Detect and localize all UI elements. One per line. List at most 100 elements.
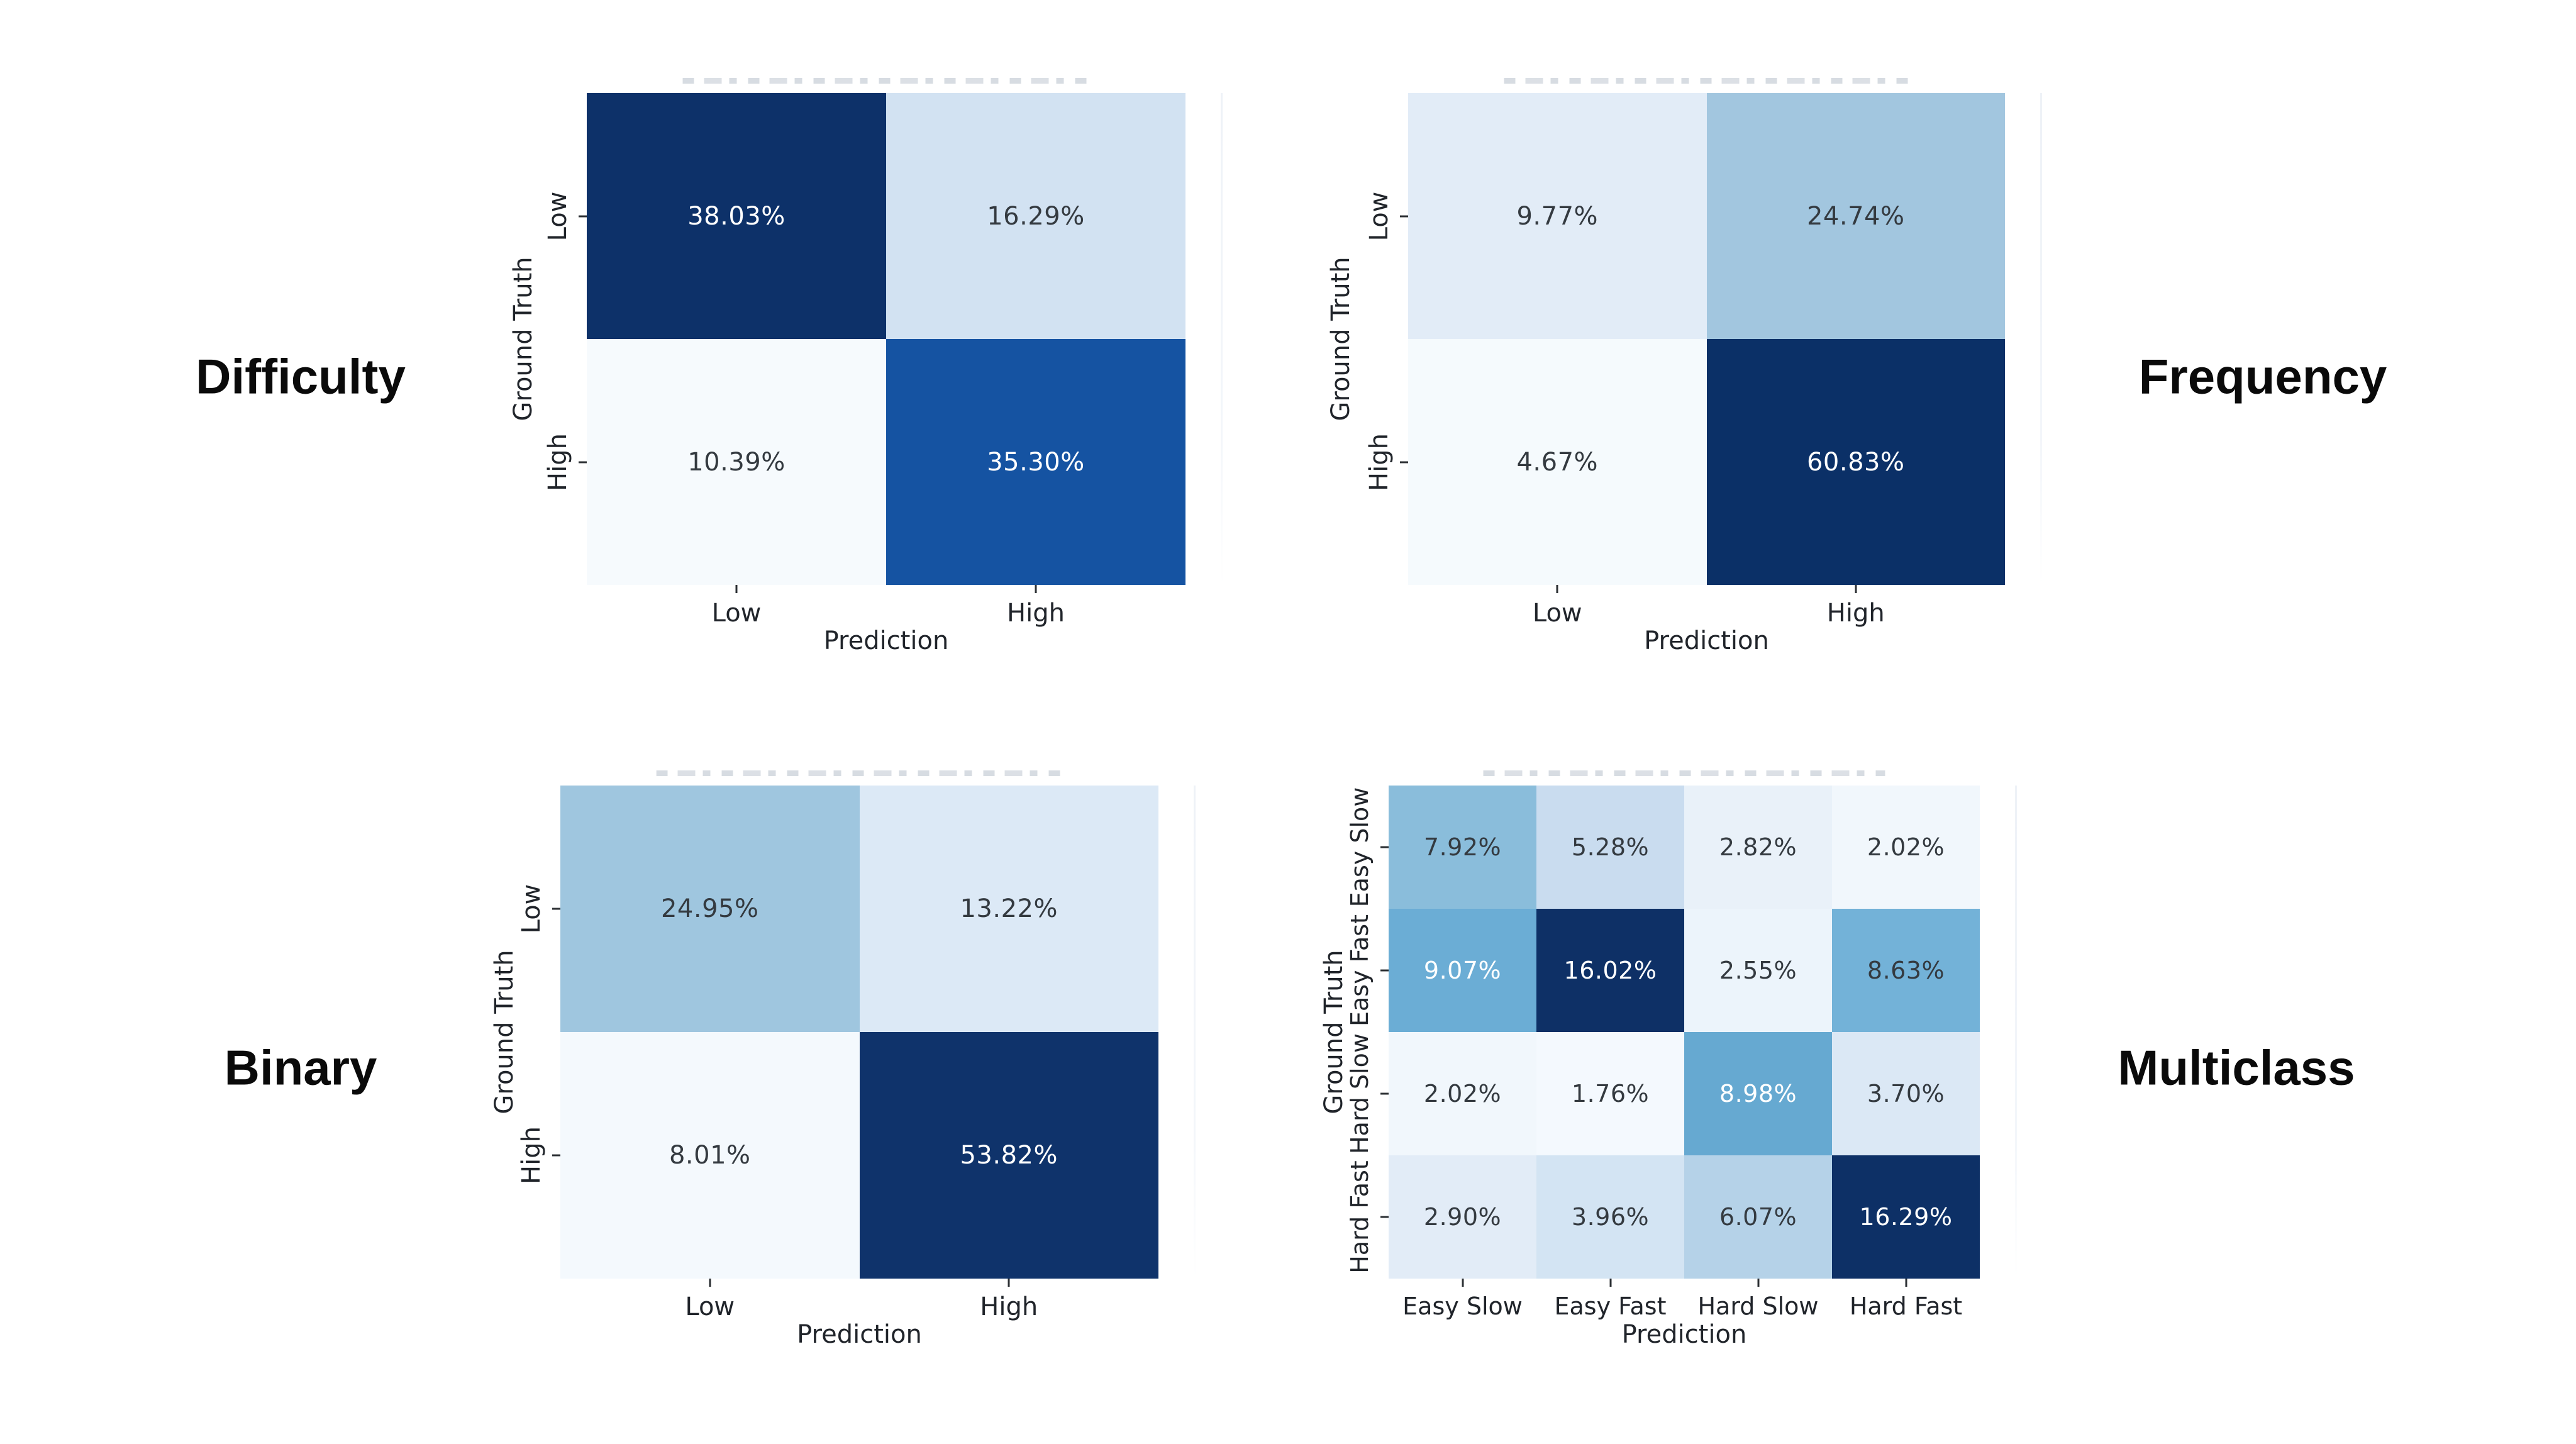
cell-multiclass-r3c0: 2.90% bbox=[1389, 1155, 1536, 1279]
cell-multiclass-r2c1: 1.76% bbox=[1536, 1032, 1684, 1155]
cell-difficulty-r1c1: 35.30% bbox=[886, 339, 1185, 585]
y-axis-label: Ground Truth bbox=[1326, 257, 1355, 421]
y-tick-label: High bbox=[1365, 433, 1394, 491]
cell-multiclass-r0c1: 5.28% bbox=[1536, 786, 1684, 909]
cell-multiclass-r2c0: 2.02% bbox=[1389, 1032, 1536, 1155]
cell-multiclass-r0c3: 2.02% bbox=[1832, 786, 1980, 909]
cell-binary-r0c0: 24.95% bbox=[560, 786, 860, 1032]
x-tick-labels: Low High bbox=[587, 585, 1185, 641]
cell-multiclass-r1c1: 16.02% bbox=[1536, 909, 1684, 1032]
y-tick-label: Hard Slow bbox=[1346, 1033, 1374, 1155]
x-tick-label: Low bbox=[711, 599, 762, 628]
y-tick-mark bbox=[1380, 969, 1389, 972]
x-tick-label: Hard Slow bbox=[1697, 1292, 1819, 1320]
y-tick-label: Hard Fast bbox=[1346, 1160, 1374, 1274]
x-tick-mark bbox=[1008, 1279, 1010, 1287]
y-tick-mark bbox=[1400, 215, 1408, 217]
panel-label-binary: Binary bbox=[224, 1040, 377, 1096]
x-axis-label: Prediction bbox=[823, 626, 949, 655]
panel-edge-line bbox=[2040, 93, 2042, 585]
x-tick-mark bbox=[735, 585, 738, 593]
cell-frequency-r0c0: 9.77% bbox=[1408, 93, 1707, 339]
y-tick-label: Easy Slow bbox=[1346, 787, 1374, 908]
x-tick-labels: Low High bbox=[560, 1279, 1158, 1335]
y-tick-mark bbox=[1380, 1216, 1389, 1218]
x-tick-mark bbox=[1556, 585, 1558, 593]
confusion-matrix-difficulty: 38.03% 16.29% 10.39% 35.30% bbox=[587, 93, 1185, 585]
panel-edge-line bbox=[1194, 786, 1196, 1279]
x-tick-label: Easy Fast bbox=[1554, 1292, 1667, 1320]
x-tick-mark bbox=[1855, 585, 1857, 593]
panel-label-difficulty: Difficulty bbox=[196, 348, 406, 404]
x-tick-label: High bbox=[1007, 599, 1065, 628]
y-tick-mark bbox=[552, 908, 560, 910]
x-tick-mark bbox=[1905, 1279, 1907, 1287]
confusion-matrix-multiclass: 7.92% 5.28% 2.82% 2.02% 9.07% 16.02% 2.55% 8.63… bbox=[1389, 786, 1980, 1279]
x-tick-label: High bbox=[980, 1292, 1038, 1321]
cell-binary-r0c1: 13.22% bbox=[859, 786, 1158, 1032]
cell-binary-r1c1: 53.82% bbox=[859, 1032, 1158, 1279]
panel-frequency: 9.77% 24.74% 4.67% 60.83% Ground Truth Pred… bbox=[1326, 78, 2042, 655]
clipped-title-fragments bbox=[656, 770, 1063, 776]
cell-multiclass-r3c2: 6.07% bbox=[1684, 1155, 1832, 1279]
x-axis-label: Prediction bbox=[797, 1320, 922, 1349]
cell-multiclass-r2c2: 8.98% bbox=[1684, 1032, 1832, 1155]
y-tick-mark bbox=[579, 215, 587, 217]
cell-multiclass-r0c2: 2.82% bbox=[1684, 786, 1832, 909]
y-tick-label: Low bbox=[517, 884, 546, 934]
cell-multiclass-r1c2: 2.55% bbox=[1684, 909, 1832, 1032]
y-tick-label: High bbox=[517, 1126, 546, 1184]
panel-edge-line bbox=[2015, 786, 2017, 1279]
cell-multiclass-r0c0: 7.92% bbox=[1389, 786, 1536, 909]
x-axis-label: Prediction bbox=[1621, 1320, 1747, 1349]
x-tick-labels: Low High bbox=[1408, 585, 2005, 641]
y-tick-mark bbox=[1380, 1092, 1389, 1095]
clipped-title-fragments bbox=[682, 78, 1090, 84]
cell-multiclass-r3c3: 16.29% bbox=[1832, 1155, 1980, 1279]
x-tick-labels: Easy Slow Easy Fast Hard Slow Hard Fast bbox=[1389, 1279, 1980, 1335]
cell-frequency-r1c0: 4.67% bbox=[1408, 339, 1707, 585]
panel-difficulty: 38.03% 16.29% 10.39% 35.30% Ground Truth Pr… bbox=[509, 78, 1223, 655]
y-tick-label: High bbox=[543, 433, 572, 491]
panel-binary: 24.95% 13.22% 8.01% 53.82% Ground Truth Pre… bbox=[490, 770, 1196, 1349]
panel-label-frequency: Frequency bbox=[2138, 348, 2387, 404]
cell-frequency-r0c1: 24.74% bbox=[1706, 93, 2005, 339]
cell-difficulty-r0c1: 16.29% bbox=[886, 93, 1185, 339]
cell-multiclass-r1c3: 8.63% bbox=[1832, 909, 1980, 1032]
x-tick-mark bbox=[1462, 1279, 1463, 1287]
y-tick-mark bbox=[579, 461, 587, 463]
x-tick-label: Easy Slow bbox=[1402, 1292, 1523, 1320]
x-tick-mark bbox=[1609, 1279, 1611, 1287]
y-tick-mark bbox=[552, 1154, 560, 1157]
x-tick-mark bbox=[1035, 585, 1037, 593]
cell-multiclass-r2c3: 3.70% bbox=[1832, 1032, 1980, 1155]
y-axis-label: Ground Truth bbox=[1319, 950, 1348, 1114]
confusion-matrix-frequency: 9.77% 24.74% 4.67% 60.83% bbox=[1408, 93, 2005, 585]
x-tick-label: High bbox=[1826, 599, 1885, 628]
y-tick-label: Low bbox=[1365, 191, 1394, 241]
x-tick-label: Hard Fast bbox=[1849, 1292, 1963, 1320]
panel-edge-line bbox=[1221, 93, 1223, 585]
x-axis-label: Prediction bbox=[1644, 626, 1769, 655]
cell-difficulty-r0c0: 38.03% bbox=[587, 93, 886, 339]
confusion-matrix-binary: 24.95% 13.22% 8.01% 53.82% bbox=[560, 786, 1158, 1279]
y-tick-mark bbox=[1400, 461, 1408, 463]
cell-frequency-r1c1: 60.83% bbox=[1706, 339, 2005, 585]
y-axis-label: Ground Truth bbox=[490, 950, 519, 1114]
y-tick-mark bbox=[1380, 846, 1389, 848]
x-tick-mark bbox=[1757, 1279, 1759, 1287]
clipped-title-fragments bbox=[1503, 78, 1910, 84]
panel-label-multiclass: Multiclass bbox=[2118, 1040, 2355, 1096]
x-tick-label: Low bbox=[1532, 599, 1582, 628]
cell-binary-r1c0: 8.01% bbox=[560, 1032, 860, 1279]
panel-multiclass: 7.92% 5.28% 2.82% 2.02% 9.07% 16.02% 2.55% 8.63… bbox=[1319, 770, 2017, 1349]
x-tick-label: Low bbox=[685, 1292, 735, 1321]
y-tick-label: Low bbox=[543, 191, 572, 241]
y-axis-label: Ground Truth bbox=[509, 257, 538, 421]
cell-difficulty-r1c0: 10.39% bbox=[587, 339, 886, 585]
y-tick-label: Easy Fast bbox=[1346, 914, 1374, 1027]
x-tick-mark bbox=[709, 1279, 711, 1287]
cell-multiclass-r1c0: 9.07% bbox=[1389, 909, 1536, 1032]
clipped-title-fragments bbox=[1483, 770, 1885, 776]
